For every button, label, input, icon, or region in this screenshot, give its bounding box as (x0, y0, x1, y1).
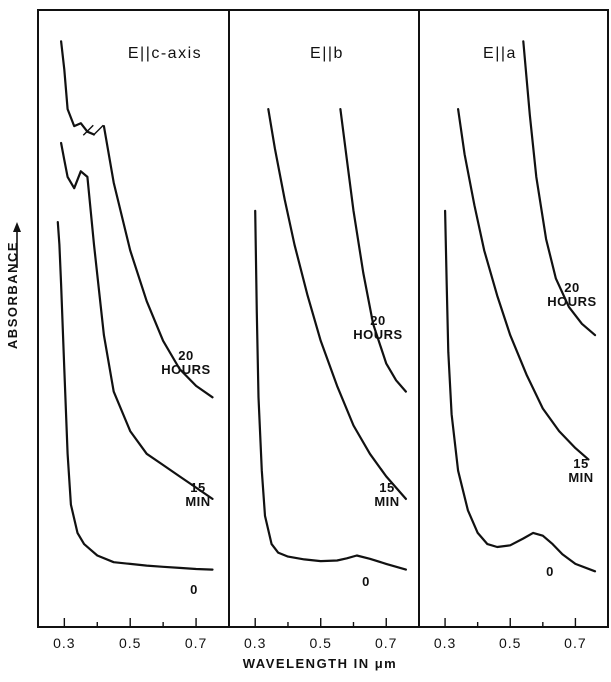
series-label-line: 20 (564, 280, 579, 295)
series-label-line: MIN (568, 470, 593, 485)
axis-break-mark (92, 124, 104, 136)
series-label-line: 15 (379, 480, 394, 495)
series-15-min-line (60, 141, 214, 500)
series-label: 15 MIN (185, 480, 210, 509)
series-label-line: MIN (185, 494, 210, 509)
series-15-min-line (267, 108, 407, 500)
series-label-line: 0 (190, 582, 198, 597)
panel-title: E||b (310, 45, 344, 62)
series-label-line: 0 (362, 574, 370, 589)
series-20-hours-line (60, 40, 96, 136)
panel-3: 0.3 0.5 0.7 E||a 20 HOURS 15 MIN 0 (418, 10, 597, 651)
series-label-line: HOURS (353, 327, 402, 342)
series-0-line (56, 221, 214, 571)
panel-1: 0.3 0.5 0.7 E||c-axis 20 HOURS 15 MIN 0 (53, 40, 214, 651)
series-0-line (444, 209, 597, 573)
series-label: 15 MIN (568, 456, 593, 485)
series-label-line: 20 (178, 348, 193, 363)
series-20-hours-line-continued (102, 125, 214, 399)
series-label-line: 0 (546, 564, 554, 579)
x-tick-label: 0.3 (434, 635, 456, 651)
series-label-line: MIN (374, 494, 399, 509)
series-label: 20 HOURS (161, 348, 210, 377)
series-label-line: 20 (370, 313, 385, 328)
panel-2: 0.3 0.5 0.7 E||b 20 HOURS 15 MIN 0 (228, 10, 407, 651)
series-label: 15 MIN (374, 480, 399, 509)
series-15-min-line (457, 108, 590, 461)
series-0-line (254, 209, 407, 571)
panel-title: E||a (483, 45, 517, 62)
series-label-line: HOURS (547, 294, 596, 309)
x-tick-label: 0.5 (309, 635, 331, 651)
series-label: 0 (362, 574, 370, 589)
series-20-hours-line (339, 108, 407, 393)
series-label-line: 15 (190, 480, 205, 495)
axis-break-mark (82, 124, 94, 136)
series-label-line: 15 (573, 456, 588, 471)
x-tick-label: 0.7 (564, 635, 586, 651)
y-axis-arrow (13, 222, 21, 268)
series-20-hours-line (522, 40, 597, 337)
series-label: 0 (546, 564, 554, 579)
x-tick-label: 0.5 (119, 635, 141, 651)
series-label-line: HOURS (161, 362, 210, 377)
series-label: 0 (190, 582, 198, 597)
series-label: 20 HOURS (353, 313, 402, 342)
x-tick-label: 0.3 (53, 635, 75, 651)
x-tick-label: 0.3 (244, 635, 266, 651)
x-tick-label: 0.7 (375, 635, 397, 651)
x-axis-label: WAVELENGTH IN μm (243, 656, 398, 671)
x-tick-label: 0.7 (185, 635, 207, 651)
series-label: 20 HOURS (547, 280, 596, 309)
plot-frame (37, 9, 609, 628)
panel-title: E||c-axis (128, 45, 202, 62)
x-tick-label: 0.5 (499, 635, 521, 651)
